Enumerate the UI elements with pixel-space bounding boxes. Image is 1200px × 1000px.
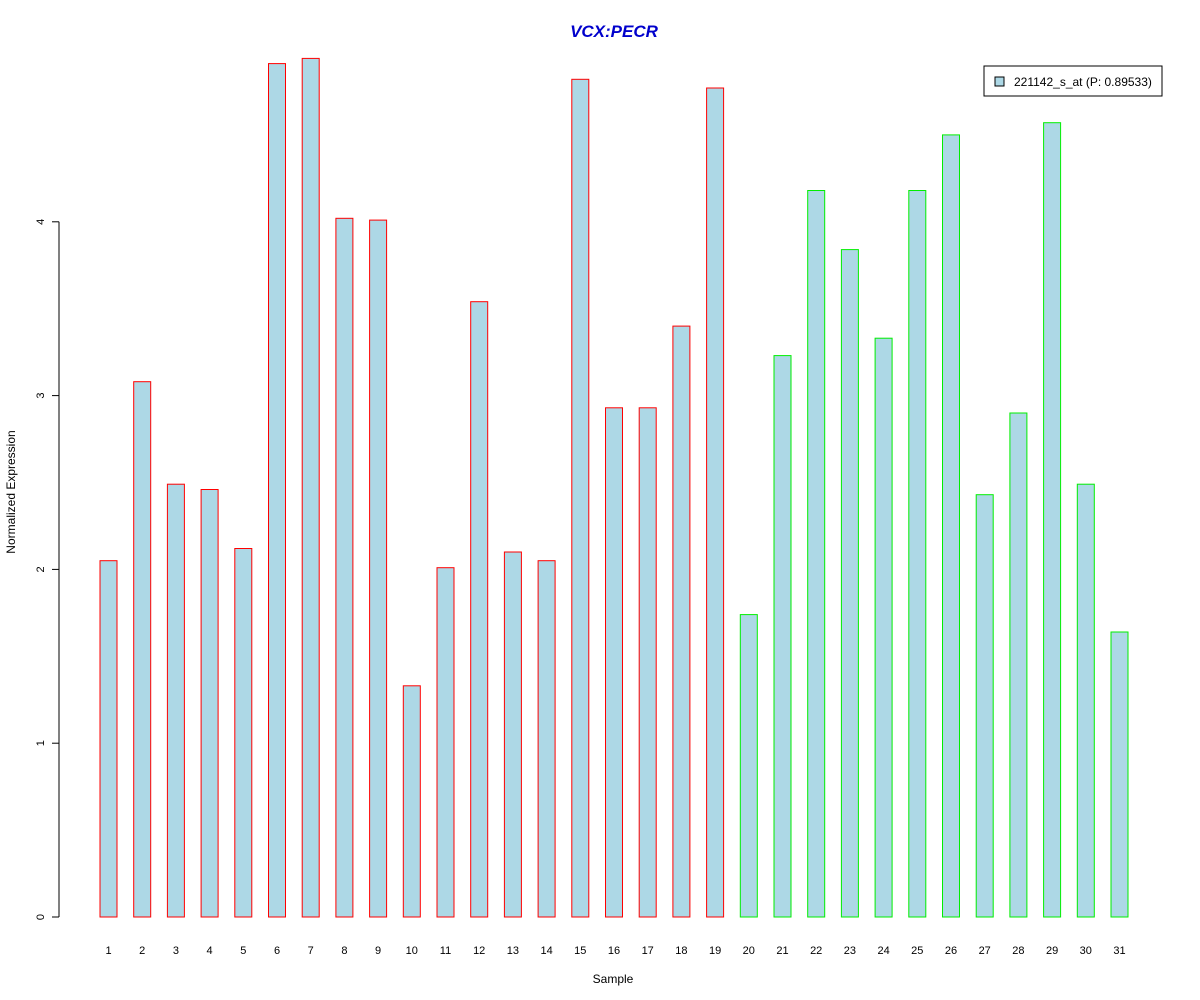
bar-sample-31 bbox=[1110, 631, 1129, 918]
bar-sample-19 bbox=[706, 87, 725, 918]
bar-sample-16 bbox=[605, 407, 623, 918]
x-tick-label: 4 bbox=[207, 945, 213, 957]
bar-sample-22 bbox=[807, 190, 826, 918]
x-tick-label: 31 bbox=[1113, 945, 1125, 957]
y-tick-label: 1 bbox=[35, 740, 47, 746]
legend-label: 221142_s_at (P: 0.89533) bbox=[1014, 75, 1152, 89]
x-tick-label: 1 bbox=[105, 945, 111, 957]
x-tick-label: 28 bbox=[1012, 945, 1024, 957]
x-tick-label: 23 bbox=[844, 945, 856, 957]
bar-sample-23 bbox=[840, 249, 859, 918]
x-tick-label: 30 bbox=[1080, 945, 1092, 957]
x-tick-label: 21 bbox=[776, 945, 788, 957]
bar-sample-6 bbox=[268, 63, 286, 918]
x-tick-label: 29 bbox=[1046, 945, 1058, 957]
x-tick-label: 2 bbox=[139, 945, 145, 957]
bar-sample-3 bbox=[166, 483, 185, 918]
x-tick-label: 5 bbox=[240, 945, 246, 957]
bar-sample-10 bbox=[402, 685, 421, 918]
bar-sample-24 bbox=[874, 337, 893, 918]
bar-sample-26 bbox=[942, 134, 960, 918]
bar-sample-7 bbox=[301, 57, 320, 918]
bar-sample-1 bbox=[99, 560, 118, 918]
y-axis-label: Normalized Expression bbox=[4, 430, 18, 553]
x-tick-label: 22 bbox=[810, 945, 822, 957]
x-tick-label: 27 bbox=[979, 945, 991, 957]
bar-sample-29 bbox=[1043, 122, 1062, 918]
bar-sample-17 bbox=[638, 407, 657, 918]
x-tick-label: 13 bbox=[507, 945, 519, 957]
x-tick-label: 26 bbox=[945, 945, 957, 957]
y-tick-label: 4 bbox=[35, 219, 47, 225]
y-tick-label: 2 bbox=[35, 566, 47, 572]
chart-title: VCX:PECR bbox=[570, 22, 659, 41]
bar-sample-8 bbox=[335, 217, 354, 918]
x-tick-label: 19 bbox=[709, 945, 721, 957]
bar-sample-14 bbox=[537, 560, 556, 918]
y-axis: 0 1 2 3 4 bbox=[35, 219, 60, 920]
bar-sample-2 bbox=[133, 381, 152, 918]
bar-sample-28 bbox=[1009, 412, 1028, 918]
bar-sample-18 bbox=[672, 325, 691, 918]
x-tick-label: 12 bbox=[473, 945, 485, 957]
x-tick-label: 7 bbox=[308, 945, 314, 957]
legend-swatch bbox=[994, 76, 1005, 87]
bars bbox=[99, 57, 1129, 918]
x-tick-labels: 1 2 3 4 5 6 7 8 9 10 11 12 13 14 15 16 17 18 19 20 21 22 23 24 2… bbox=[105, 945, 1125, 957]
bar-sample-5 bbox=[234, 548, 253, 918]
x-tick-label: 15 bbox=[574, 945, 586, 957]
bar-sample-12 bbox=[470, 301, 489, 918]
bar-sample-25 bbox=[908, 190, 927, 918]
bar-sample-21 bbox=[773, 355, 792, 918]
x-axis-label: Sample bbox=[593, 972, 634, 986]
bar-sample-4 bbox=[200, 489, 219, 918]
x-tick-label: 9 bbox=[375, 945, 381, 957]
bar-sample-27 bbox=[975, 494, 994, 918]
bar-sample-20 bbox=[739, 614, 758, 918]
y-tick-label: 3 bbox=[35, 393, 47, 399]
bar-sample-13 bbox=[503, 551, 522, 918]
bar-sample-9 bbox=[369, 219, 388, 918]
x-tick-label: 16 bbox=[608, 945, 620, 957]
y-tick-label: 0 bbox=[35, 914, 47, 920]
x-tick-label: 20 bbox=[743, 945, 755, 957]
x-tick-label: 6 bbox=[274, 945, 280, 957]
x-tick-label: 8 bbox=[341, 945, 347, 957]
x-tick-label: 3 bbox=[173, 945, 179, 957]
legend: 221142_s_at (P: 0.89533) bbox=[983, 65, 1163, 97]
x-tick-label: 18 bbox=[675, 945, 687, 957]
x-tick-label: 25 bbox=[911, 945, 923, 957]
bar-sample-30 bbox=[1076, 483, 1095, 918]
bar-sample-11 bbox=[436, 567, 455, 918]
x-tick-label: 24 bbox=[877, 945, 889, 957]
x-tick-label: 14 bbox=[540, 945, 552, 957]
bar-sample-15 bbox=[571, 78, 590, 918]
x-tick-label: 17 bbox=[642, 945, 654, 957]
legend-box bbox=[983, 65, 1163, 97]
x-tick-label: 11 bbox=[440, 945, 451, 957]
x-tick-label: 10 bbox=[406, 945, 418, 957]
